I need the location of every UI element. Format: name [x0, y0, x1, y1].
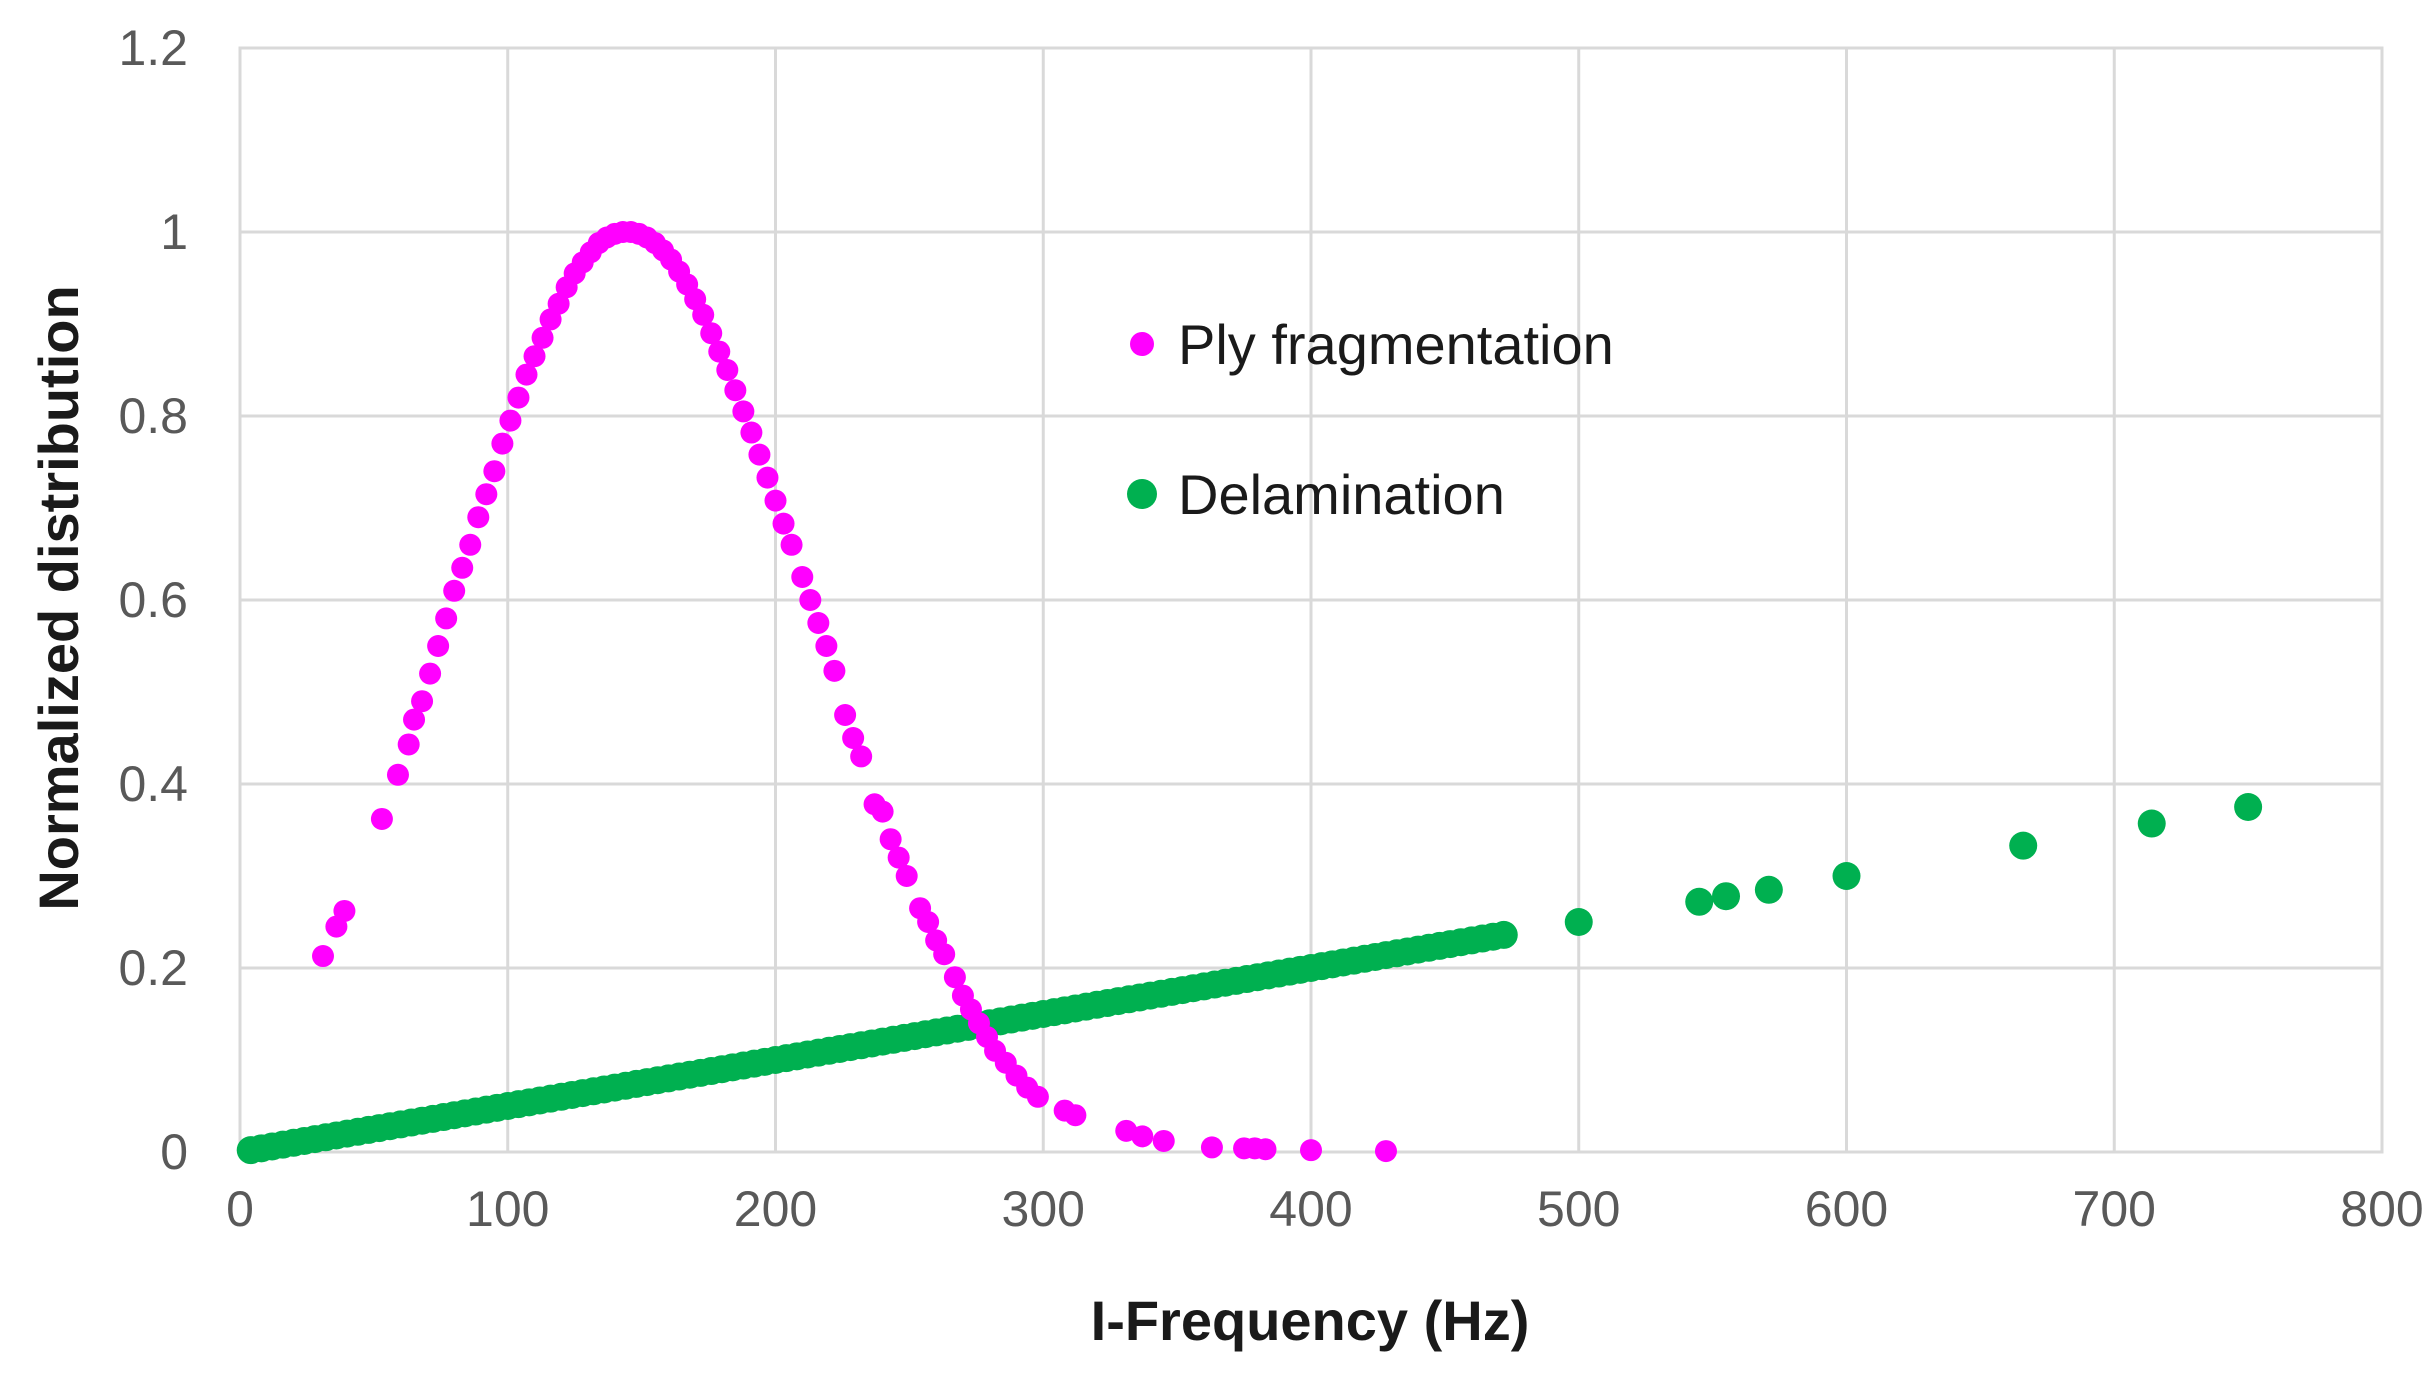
ply-fragmentation-point	[895, 865, 918, 887]
ply-fragmentation-point	[834, 704, 857, 726]
ply-fragmentation-point	[1374, 1140, 1397, 1163]
ply-fragmentation-point	[459, 533, 482, 556]
ply-fragmentation-point	[515, 363, 538, 386]
ply-fragmentation-point	[427, 635, 450, 657]
ply-fragmentation-point	[887, 846, 910, 869]
y-axis-title: Normalized distribution	[27, 285, 90, 910]
ply-fragmentation-point	[531, 326, 554, 349]
ply-fragmentation-point	[419, 662, 442, 685]
ply-fragmentation-point	[700, 322, 723, 345]
y-tick-label: 0	[160, 1124, 188, 1180]
ply-fragmentation-point	[443, 579, 466, 602]
ply-fragmentation-point	[943, 966, 966, 989]
grid	[238, 46, 2384, 1154]
ply-fragmentation-point	[386, 763, 409, 786]
ply-fragmentation-point	[333, 899, 356, 922]
ply-fragmentation-point	[491, 432, 514, 455]
ply-fragmentation-point	[411, 690, 434, 713]
series-delamination	[236, 793, 2263, 1165]
ply-fragmentation-point	[724, 379, 747, 402]
x-tick-label: 300	[1002, 1181, 1085, 1237]
delamination-point	[1754, 875, 1783, 904]
delamination-point	[1489, 920, 1518, 949]
x-tick-label: 400	[1269, 1181, 1352, 1237]
ply-fragmentation-point	[1200, 1136, 1223, 1159]
ply-fragmentation-point	[764, 489, 787, 512]
series-ply-fragmentation	[312, 221, 1397, 1163]
ply-fragmentation-point	[507, 386, 530, 409]
y-tick-label: 0.2	[118, 940, 188, 996]
ply-fragmentation-point	[475, 483, 498, 506]
ply-fragmentation-point	[879, 828, 902, 851]
ply-fragmentation-point	[403, 708, 426, 731]
ply-fragmentation-point	[823, 659, 846, 682]
ply-fragmentation-point	[1064, 1104, 1087, 1127]
ply-fragmentation-point	[933, 943, 956, 966]
ply-fragmentation-point	[370, 807, 393, 830]
ply-fragmentation-point	[547, 292, 570, 315]
delamination-point	[1712, 882, 1741, 911]
x-tick-label: 200	[734, 1181, 817, 1237]
ply-fragmentation-point	[1131, 1125, 1154, 1148]
ply-fragmentation-point	[467, 506, 490, 529]
ply-fragmentation-point	[451, 556, 474, 579]
x-tick-label: 700	[2073, 1181, 2156, 1237]
data-series	[236, 221, 2263, 1165]
ply-fragmentation-point	[748, 443, 771, 466]
y-tick-label: 1.2	[118, 20, 188, 76]
ply-fragmentation-point	[791, 566, 814, 588]
ply-fragmentation-point	[1254, 1138, 1277, 1161]
y-tick-label: 0.4	[118, 756, 188, 812]
delamination-point	[1832, 862, 1861, 890]
x-tick-label: 600	[1805, 1181, 1888, 1237]
legend-label-ply-fragmentation: Ply fragmentation	[1178, 313, 1614, 376]
y-tick-label: 0.8	[118, 388, 188, 444]
ply-fragmentation-point	[772, 512, 795, 535]
legend-label-delamination: Delamination	[1178, 463, 1505, 526]
delamination-point	[2234, 793, 2263, 821]
ply-fragmentation-point	[917, 911, 940, 933]
ply-fragmentation-point	[312, 945, 335, 968]
x-tick-label: 0	[226, 1181, 254, 1237]
ply-fragmentation-point	[716, 359, 739, 381]
x-axis-title: I-Frequency (Hz)	[1091, 1289, 1530, 1352]
delamination-point	[2009, 831, 2038, 860]
ply-fragmentation-point	[397, 733, 420, 756]
ply-fragmentation-point	[1026, 1085, 1049, 1108]
legend: Ply fragmentation Delamination	[1127, 313, 1614, 526]
ply-fragmentation-point	[850, 745, 873, 768]
ply-fragmentation-point	[732, 400, 755, 423]
y-axis-ticks: 0 0.2 0.4 0.6 0.8 1 1.2	[118, 20, 188, 1180]
ply-fragmentation-point	[499, 409, 522, 432]
ply-fragmentation-point	[692, 303, 715, 326]
ply-fragmentation-point	[435, 607, 458, 630]
x-tick-label: 800	[2340, 1181, 2423, 1237]
ply-fragmentation-point	[740, 421, 763, 444]
y-tick-label: 1	[160, 204, 188, 260]
ply-fragmentation-point	[523, 345, 546, 368]
ply-fragmentation-point	[708, 340, 731, 363]
delamination-point	[1685, 887, 1714, 916]
delamination-point	[2137, 809, 2166, 838]
x-tick-label: 500	[1537, 1181, 1620, 1237]
delamination-point	[1564, 908, 1593, 936]
ply-fragmentation-point	[780, 533, 803, 556]
ply-fragmentation-point	[1300, 1139, 1322, 1162]
legend-marker-ply-fragmentation	[1130, 332, 1154, 356]
ply-fragmentation-point	[483, 460, 506, 483]
x-tick-label: 100	[466, 1181, 549, 1237]
x-axis-ticks: 0 100 200 300 400 500 600 700 800	[226, 1181, 2424, 1237]
ply-fragmentation-point	[799, 589, 822, 611]
ply-fragmentation-point	[871, 800, 894, 823]
legend-marker-delamination	[1127, 479, 1157, 509]
y-tick-label: 0.6	[118, 572, 188, 628]
ply-fragmentation-point	[807, 612, 830, 634]
ply-fragmentation-point	[842, 727, 865, 749]
ply-fragmentation-point	[756, 466, 779, 489]
ply-fragmentation-point	[815, 635, 838, 657]
ply-fragmentation-point	[1152, 1129, 1175, 1152]
